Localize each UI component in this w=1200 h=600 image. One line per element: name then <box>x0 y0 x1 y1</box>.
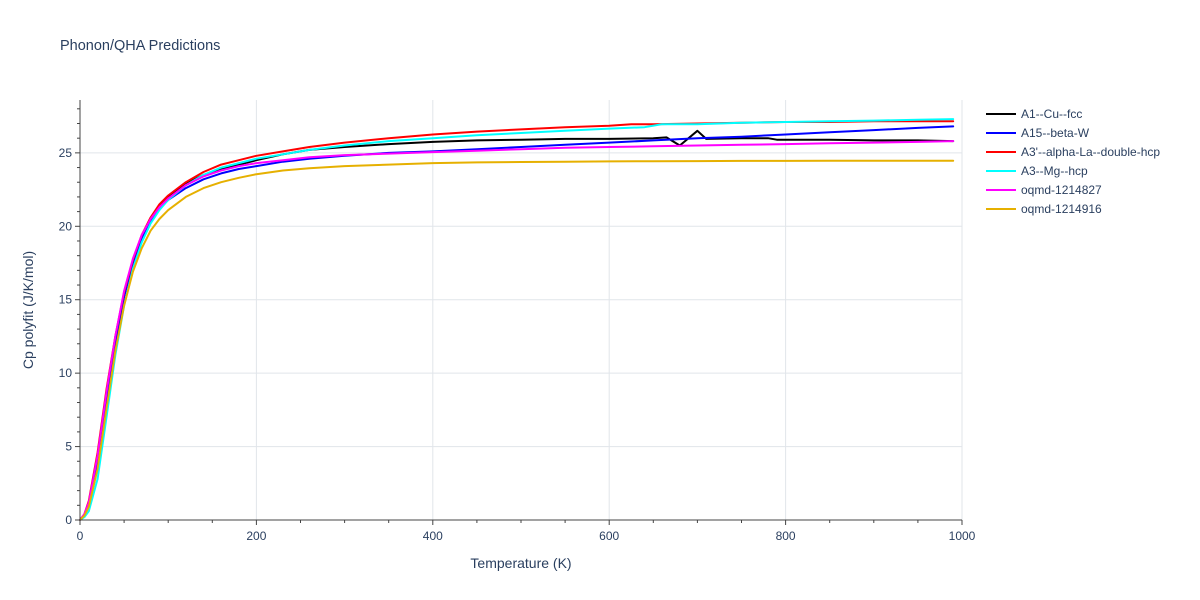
x-tick-label: 600 <box>599 529 619 543</box>
y-tick-label: 20 <box>59 219 73 233</box>
legend-item[interactable]: oqmd-1214916 <box>986 202 1102 216</box>
legend-label: oqmd-1214916 <box>1021 202 1102 216</box>
legend-item[interactable]: A15--beta-W <box>986 126 1090 140</box>
plot-area <box>79 118 955 521</box>
legend-item[interactable]: A1--Cu--fcc <box>986 107 1082 121</box>
legend-label: oqmd-1214827 <box>1021 183 1102 197</box>
grid <box>80 100 963 520</box>
legend-item[interactable]: oqmd-1214827 <box>986 183 1102 197</box>
legend-label: A3--Mg--hcp <box>1021 164 1088 178</box>
legend-label: A1--Cu--fcc <box>1021 107 1082 121</box>
legend-label: A15--beta-W <box>1021 126 1090 140</box>
x-tick-label: 1000 <box>949 529 976 543</box>
series-line-6 <box>79 159 955 521</box>
x-tick-label: 800 <box>776 529 796 543</box>
series-line-2 <box>79 125 955 521</box>
x-tick-label: 400 <box>423 529 443 543</box>
axes: 0 200 400 600 800 1000 0 5 10 15 20 25 <box>59 100 976 543</box>
y-tick-label: 25 <box>59 146 73 160</box>
chart-title: Phonon/QHA Predictions <box>60 38 220 54</box>
legend-label: A3'--alpha-La--double-hcp <box>1021 145 1160 159</box>
legend[interactable]: A1--Cu--fcc A15--beta-W A3'--alpha-La--dou… <box>986 107 1160 216</box>
y-tick-label: 10 <box>59 366 73 380</box>
legend-item[interactable]: A3--Mg--hcp <box>986 164 1088 178</box>
x-tick-label: 0 <box>77 529 84 543</box>
y-axis-title: Cp polyfit (J/K/mol) <box>20 251 36 369</box>
y-tick-label: 0 <box>65 513 72 527</box>
x-tick-label: 200 <box>246 529 266 543</box>
x-axis-title: Temperature (K) <box>470 555 571 571</box>
series-line-5 <box>79 140 955 521</box>
y-tick-label: 15 <box>59 293 73 307</box>
y-tick-label: 5 <box>65 440 72 454</box>
legend-item[interactable]: A3'--alpha-La--double-hcp <box>986 145 1160 159</box>
